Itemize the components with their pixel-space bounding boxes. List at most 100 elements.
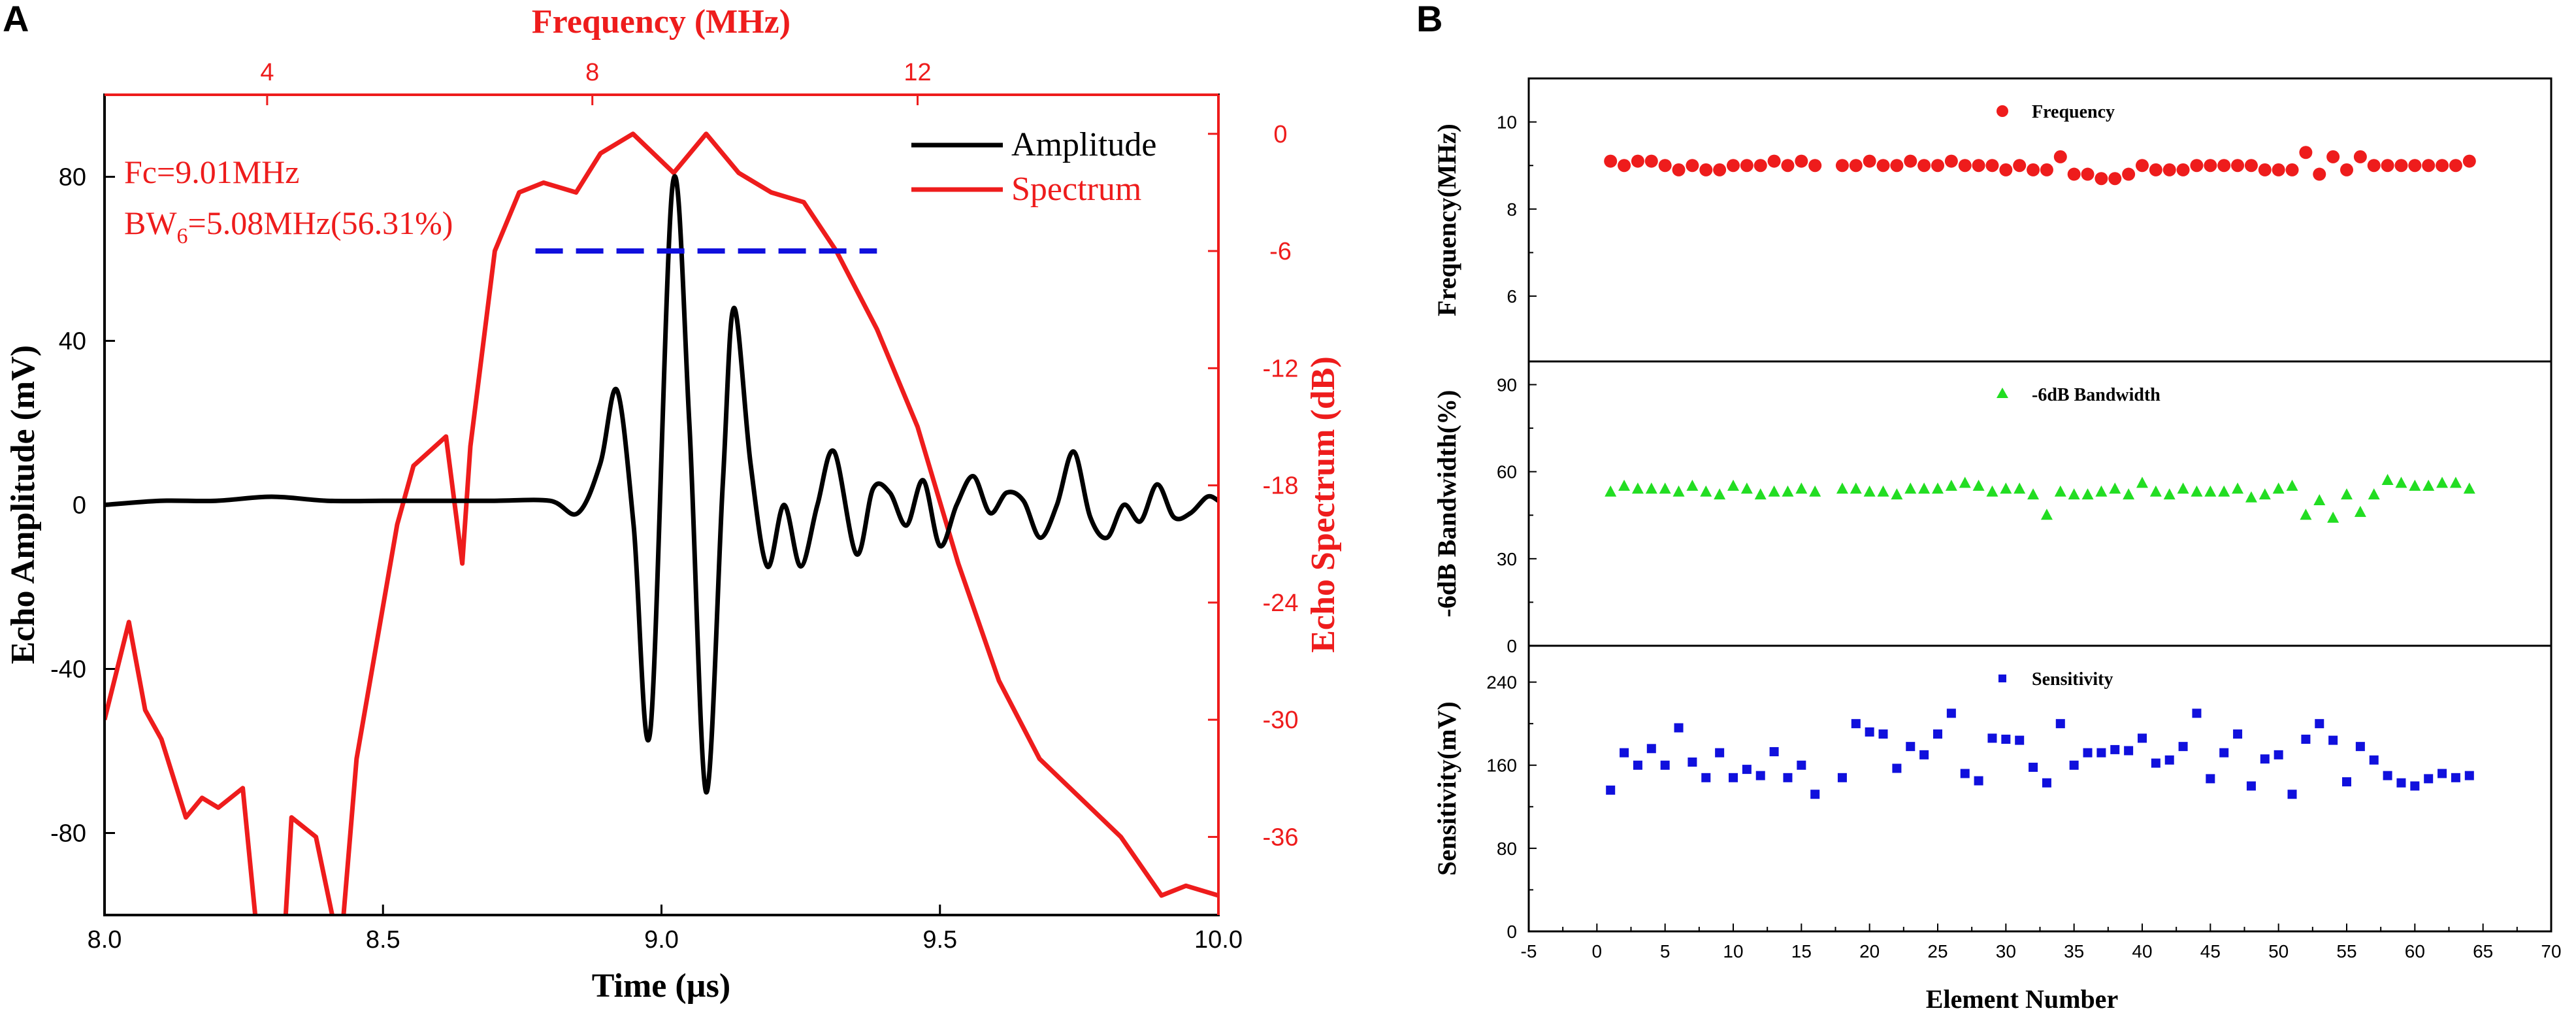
- frequency-point: [2190, 159, 2204, 173]
- bandwidth-point: [2286, 479, 2298, 491]
- frequency-point: [1618, 159, 1631, 173]
- x-tick-label: 8.5: [366, 926, 400, 954]
- sensitivity-point: [1701, 773, 1711, 782]
- bandwidth-point: [2272, 482, 2285, 494]
- y-right-tick-label: -18: [1263, 473, 1299, 500]
- sensitivity-point: [1769, 747, 1779, 757]
- b-ylabel: -6dB Bandwidth(%): [1432, 390, 1461, 618]
- sensitivity-point: [1606, 785, 1616, 795]
- frequency-point: [1904, 154, 1917, 168]
- bandwidth-point: [1959, 476, 1971, 488]
- frequency-point: [1767, 154, 1781, 168]
- frequency-point: [2244, 159, 2258, 173]
- sensitivity-point: [1742, 765, 1752, 775]
- y-left-tick-label: -80: [50, 820, 86, 848]
- b-x-tick-label: -5: [1521, 941, 1537, 961]
- x-tick-label: 10.0: [1194, 926, 1243, 954]
- sensitivity-point: [2029, 762, 2038, 772]
- x2-tick-label: 4: [260, 59, 274, 86]
- legend-spectrum-label: Spectrum: [1011, 171, 1141, 208]
- panel-a-x2label: Frequency (MHz): [532, 3, 791, 41]
- sensitivity-point: [2151, 758, 2160, 768]
- bandwidth-point: [2245, 491, 2257, 503]
- bandwidth-point: [2300, 508, 2312, 520]
- b-legend-marker: [1997, 105, 2008, 117]
- frequency-point: [1644, 154, 1658, 168]
- sensitivity-point: [1865, 727, 1874, 737]
- bandwidth-point: [2409, 479, 2421, 491]
- bandwidth-point: [2354, 505, 2366, 517]
- panel-label-b: B: [1416, 0, 1443, 39]
- bandwidth-point: [1727, 479, 1739, 491]
- bandwidth-point: [2163, 488, 2176, 500]
- sensitivity-point: [2015, 735, 2025, 745]
- frequency-point: [1781, 159, 1795, 173]
- bandwidth-point: [2136, 476, 2148, 488]
- frequency-point: [2040, 163, 2053, 176]
- b-x-tick-label: 35: [2064, 941, 2084, 961]
- sensitivity-point: [1755, 771, 1765, 780]
- bandwidth-point: [2204, 485, 2217, 497]
- b-y-tick-label: 90: [1497, 375, 1517, 395]
- frequency-point: [1863, 154, 1876, 168]
- bandwidth-point: [2422, 479, 2435, 491]
- frequency-point: [1958, 159, 1972, 173]
- bandwidth-point: [2381, 473, 2394, 485]
- frequency-point: [2122, 167, 2136, 181]
- sensitivity-point: [2164, 755, 2174, 765]
- bandwidth-point: [2095, 485, 2108, 497]
- bandwidth-point: [2327, 511, 2340, 523]
- frequency-point: [2027, 163, 2040, 176]
- bandwidth-point: [1877, 485, 1889, 497]
- bandwidth-point: [2081, 488, 2094, 500]
- sensitivity-point: [2260, 754, 2270, 764]
- sensitivity-point: [1783, 773, 1793, 782]
- b-x-tick-label: 0: [1592, 941, 1603, 961]
- b-y-tick-label: 6: [1507, 286, 1517, 307]
- bandwidth-point: [2109, 482, 2121, 494]
- y-right-tick-label: -30: [1263, 707, 1299, 734]
- b-x-tick-label: 65: [2473, 941, 2493, 961]
- bandwidth-point: [2000, 482, 2012, 494]
- b-y-tick-label: 8: [1507, 199, 1517, 220]
- b-x-tick-label: 60: [2405, 941, 2425, 961]
- frequency-point: [2149, 163, 2162, 176]
- b-x-tick-label: 20: [1859, 941, 1880, 961]
- b-y-tick-label: 80: [1497, 839, 1517, 859]
- b-x-tick-label: 15: [1791, 941, 1812, 961]
- b-y-tick-label: 160: [1486, 756, 1517, 776]
- panel-a-ylabel-left: Echo Amplitude (mV): [5, 345, 42, 664]
- y-right-tick-label: -12: [1263, 355, 1299, 382]
- b-y-tick-label: 30: [1497, 549, 1517, 569]
- legend-amplitude-label: Amplitude: [1011, 126, 1156, 163]
- frequency-point: [2231, 159, 2245, 173]
- sensitivity-point: [2328, 735, 2338, 745]
- sensitivity-point: [2396, 778, 2406, 788]
- bandwidth-point: [1714, 488, 1726, 500]
- frequency-point: [2081, 167, 2095, 181]
- sensitivity-point: [2110, 744, 2120, 754]
- sensitivity-point: [2464, 771, 2474, 780]
- panel-a-xlabel: Time (µs): [592, 967, 730, 1005]
- x-tick-label: 8.0: [88, 926, 122, 954]
- sensitivity-point: [1960, 769, 1970, 778]
- frequency-point: [1808, 159, 1822, 173]
- sensitivity-point: [1878, 729, 1888, 739]
- frequency-point: [2176, 163, 2190, 176]
- bw-prefix: BW: [124, 205, 177, 241]
- sensitivity-point: [1810, 790, 1820, 799]
- panel-b-marks: 10 8 6 Frequency(MHz) Frequency 90 60 30 0 -6dB B…: [1432, 77, 2562, 961]
- b-y-tick-label: 10: [1497, 112, 1517, 133]
- bandwidth-point: [1740, 482, 1753, 494]
- sensitivity-point: [1729, 773, 1738, 782]
- frequency-point: [2367, 159, 2381, 173]
- bw-subscript: 6: [177, 224, 188, 248]
- b-ylabel: Frequency(MHz): [1432, 124, 1461, 316]
- b-x-tick-label: 45: [2200, 941, 2221, 961]
- sensitivity-point: [1837, 773, 1847, 782]
- b-x-tick-label: 40: [2132, 941, 2152, 961]
- b-x-tick-label: 70: [2541, 941, 2561, 961]
- frequency-point: [2285, 163, 2299, 176]
- bandwidth-point: [2054, 485, 2066, 497]
